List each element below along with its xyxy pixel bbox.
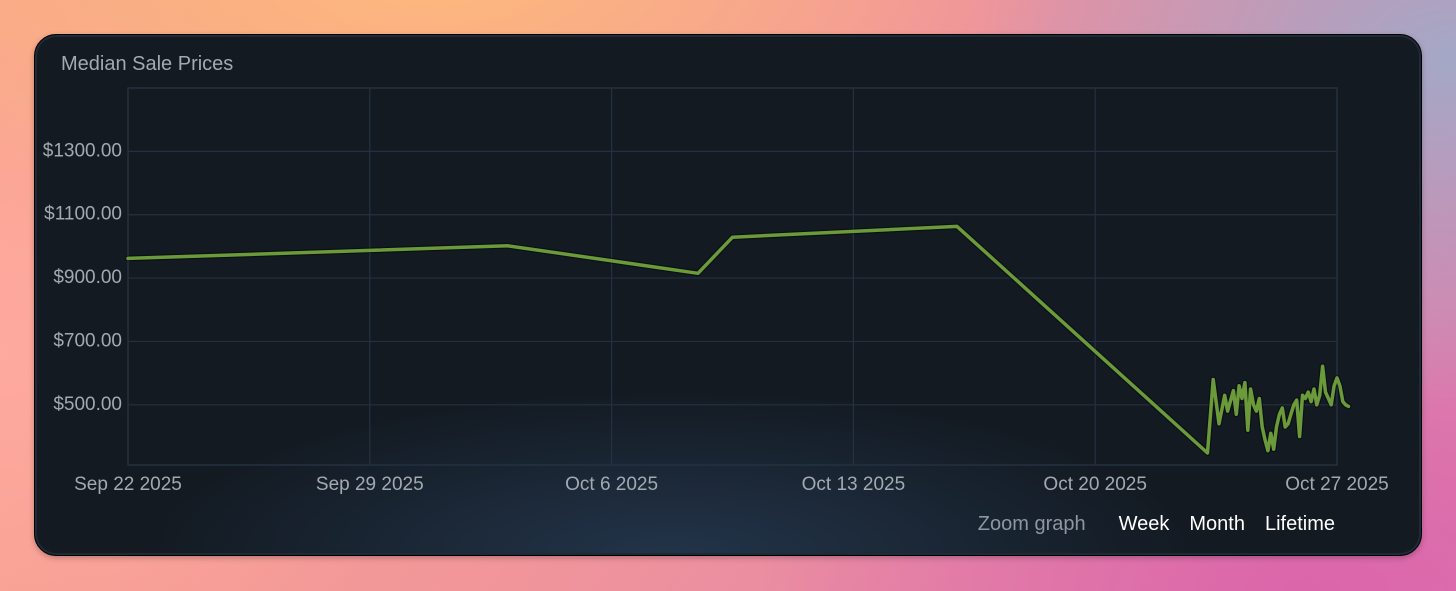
price-line-chart[interactable]: Sep 22 2025 Sep 29 2025 Oct 6 2025 Oct 13 2… xyxy=(35,35,1422,505)
zoom-lifetime-button[interactable]: Lifetime xyxy=(1264,513,1335,535)
x-tick-label: Oct 27 2025 xyxy=(1285,474,1389,495)
chart-title: Median Sale Prices xyxy=(61,53,234,75)
chart-grid xyxy=(127,87,1338,466)
x-tick-label: Sep 22 2025 xyxy=(74,474,182,495)
zoom-week-button[interactable]: Week xyxy=(1118,513,1170,535)
y-tick-label: $900.00 xyxy=(53,267,122,288)
plot-frame xyxy=(127,87,1338,466)
zoom-controls: Zoom graph Week Month Lifetime xyxy=(978,513,1335,536)
x-tick-label: Oct 13 2025 xyxy=(802,474,906,495)
x-tick-label: Sep 29 2025 xyxy=(316,474,424,495)
chart-axis-labels: Sep 22 2025 Sep 29 2025 Oct 6 2025 Oct 13 2… xyxy=(43,140,1389,495)
zoom-graph-label: Zoom graph xyxy=(977,513,1086,535)
y-tick-label: $1300.00 xyxy=(43,140,122,161)
price-history-card: Median Sale Prices Sep 22 2025 Sep 29 202… xyxy=(34,34,1422,556)
y-tick-label: $500.00 xyxy=(53,394,122,415)
zoom-month-button[interactable]: Month xyxy=(1189,513,1245,535)
series-line-shadow xyxy=(125,223,1352,456)
x-tick-label: Oct 6 2025 xyxy=(565,474,658,495)
y-tick-label: $1100.00 xyxy=(44,204,122,225)
series-line xyxy=(126,224,1351,455)
x-tick-label: Oct 20 2025 xyxy=(1043,474,1147,495)
y-tick-label: $700.00 xyxy=(53,330,122,351)
chart-series xyxy=(125,223,1352,456)
